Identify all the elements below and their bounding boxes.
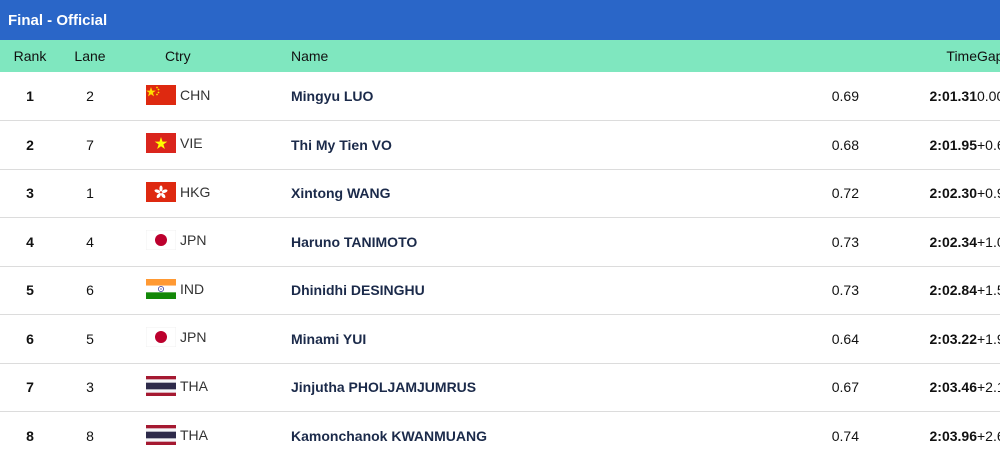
rank-cell: 4 (0, 218, 60, 267)
rank-cell: 6 (0, 315, 60, 364)
lane-cell: 1 (60, 169, 120, 218)
rank-cell: 1 (0, 72, 60, 121)
country-code: JPN (180, 232, 206, 248)
time-cell: 2:02.34 (859, 218, 977, 267)
reaction-time-cell: 0.74 (771, 412, 859, 460)
time-cell: 2:03.96 (859, 412, 977, 460)
table-header-row: Rank Lane Ctry Name Time Gap (0, 40, 1000, 72)
ctry-cell: JPN (120, 218, 291, 267)
column-header-ctry: Ctry (120, 40, 291, 72)
column-header-time: Time (859, 40, 977, 72)
gap-cell: +2.65 (977, 412, 1000, 460)
country-code: IND (180, 281, 204, 297)
column-header-gap: Gap (977, 40, 1000, 72)
ctry-cell: CHN (120, 72, 291, 121)
reaction-time-cell: 0.73 (771, 218, 859, 267)
ctry-cell: HKG (120, 169, 291, 218)
reaction-time-cell: 0.68 (771, 121, 859, 170)
india-flag-icon (146, 279, 176, 299)
page-title: Final - Official (8, 12, 107, 29)
ctry-cell: VIE (120, 121, 291, 170)
japan-flag-icon (146, 230, 176, 250)
country-code: JPN (180, 329, 206, 345)
gap-cell: +1.91 (977, 315, 1000, 364)
column-header-lane: Lane (60, 40, 120, 72)
japan-flag-icon (146, 327, 176, 347)
lane-cell: 2 (60, 72, 120, 121)
athlete-name[interactable]: Haruno TANIMOTO (291, 218, 771, 267)
thailand-flag-icon (146, 376, 176, 396)
rank-cell: 5 (0, 266, 60, 315)
china-flag-icon (146, 85, 176, 105)
lane-cell: 3 (60, 363, 120, 412)
rank-cell: 2 (0, 121, 60, 170)
time-cell: 2:01.31 (859, 72, 977, 121)
gap-cell: +1.53 (977, 266, 1000, 315)
lane-cell: 8 (60, 412, 120, 460)
reaction-time-cell: 0.69 (771, 72, 859, 121)
rank-cell: 7 (0, 363, 60, 412)
country-code: THA (180, 427, 208, 443)
ctry-cell: THA (120, 363, 291, 412)
gap-cell: +2.15 (977, 363, 1000, 412)
ctry-cell: JPN (120, 315, 291, 364)
athlete-name[interactable]: Xintong WANG (291, 169, 771, 218)
gap-cell: +0.99 (977, 169, 1000, 218)
athlete-name[interactable]: Dhinidhi DESINGHU (291, 266, 771, 315)
country-code: VIE (180, 135, 203, 151)
reaction-time-cell: 0.73 (771, 266, 859, 315)
athlete-name[interactable]: Minami YUI (291, 315, 771, 364)
gap-cell: +0.64 (977, 121, 1000, 170)
vietnam-flag-icon (146, 133, 176, 153)
rank-cell: 8 (0, 412, 60, 460)
time-cell: 2:02.84 (859, 266, 977, 315)
country-code: HKG (180, 184, 210, 200)
hong-kong-flag-icon (146, 182, 176, 202)
time-cell: 2:02.30 (859, 169, 977, 218)
ctry-cell: IND (120, 266, 291, 315)
country-code: THA (180, 378, 208, 394)
lane-cell: 4 (60, 218, 120, 267)
table-row[interactable]: 27 VIE Thi My Tien VO0.682:01.95+0.64 (0, 121, 1000, 170)
column-header-reaction (771, 40, 859, 72)
athlete-name[interactable]: Mingyu LUO (291, 72, 771, 121)
gap-cell: 0.00 (977, 72, 1000, 121)
athlete-name[interactable]: Thi My Tien VO (291, 121, 771, 170)
results-title-bar: Final - Official (0, 0, 1000, 40)
time-cell: 2:03.46 (859, 363, 977, 412)
reaction-time-cell: 0.72 (771, 169, 859, 218)
column-header-rank: Rank (0, 40, 60, 72)
time-cell: 2:01.95 (859, 121, 977, 170)
athlete-name[interactable]: Jinjutha PHOLJAMJUMRUS (291, 363, 771, 412)
lane-cell: 6 (60, 266, 120, 315)
thailand-flag-icon (146, 425, 176, 445)
lane-cell: 7 (60, 121, 120, 170)
athlete-name[interactable]: Kamonchanok KWANMUANG (291, 412, 771, 460)
gap-cell: +1.03 (977, 218, 1000, 267)
reaction-time-cell: 0.64 (771, 315, 859, 364)
column-header-name: Name (291, 40, 771, 72)
country-code: CHN (180, 87, 210, 103)
ctry-cell: THA (120, 412, 291, 460)
time-cell: 2:03.22 (859, 315, 977, 364)
reaction-time-cell: 0.67 (771, 363, 859, 412)
rank-cell: 3 (0, 169, 60, 218)
lane-cell: 5 (60, 315, 120, 364)
